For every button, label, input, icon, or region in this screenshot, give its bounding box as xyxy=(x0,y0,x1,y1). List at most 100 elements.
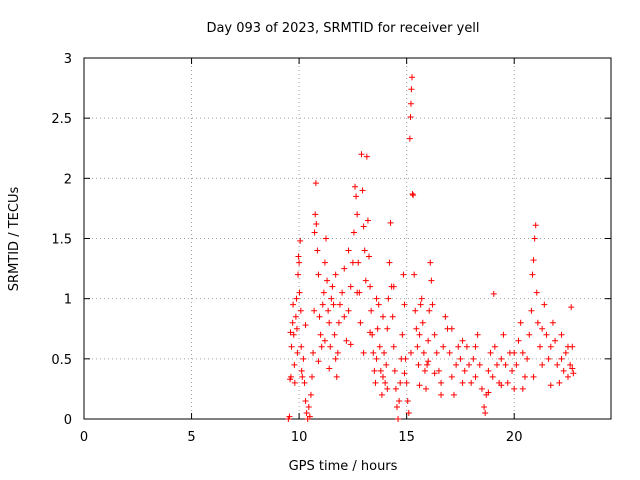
data-point xyxy=(371,367,378,374)
data-point xyxy=(562,349,569,356)
data-point xyxy=(349,259,356,266)
data-point xyxy=(291,379,298,386)
data-point xyxy=(435,367,442,374)
data-point xyxy=(440,343,447,350)
data-point xyxy=(391,367,398,374)
data-point xyxy=(399,331,406,338)
data-point xyxy=(382,379,389,386)
data-point xyxy=(427,259,434,266)
data-point xyxy=(311,307,318,314)
x-tick-label: 15 xyxy=(398,430,415,445)
data-point xyxy=(519,349,526,356)
data-point xyxy=(389,313,396,320)
data-point xyxy=(409,190,416,197)
data-point xyxy=(416,331,423,338)
data-point xyxy=(537,343,544,350)
data-point xyxy=(294,349,301,356)
data-point xyxy=(534,319,541,326)
data-point xyxy=(360,223,367,230)
data-points xyxy=(285,74,577,422)
data-point xyxy=(374,325,381,332)
data-point xyxy=(515,337,522,344)
data-point xyxy=(330,301,337,308)
data-point xyxy=(412,307,419,314)
data-point xyxy=(360,349,367,356)
data-point xyxy=(378,391,385,398)
data-point xyxy=(428,277,435,284)
data-point xyxy=(313,221,320,228)
y-tick-label: 0 xyxy=(64,413,72,428)
data-point xyxy=(367,283,374,290)
data-point xyxy=(560,367,567,374)
data-point xyxy=(500,331,507,338)
data-point xyxy=(290,331,297,338)
data-point xyxy=(339,289,346,296)
data-point xyxy=(532,222,539,229)
data-point xyxy=(549,319,556,326)
data-point xyxy=(290,301,297,308)
data-point xyxy=(446,349,453,356)
data-point xyxy=(312,180,319,187)
data-point xyxy=(416,382,423,389)
x-axis-title: GPS time / hours xyxy=(289,459,398,474)
data-point xyxy=(564,343,571,350)
data-point xyxy=(410,192,417,199)
y-tick-label: 2.5 xyxy=(51,112,72,127)
data-point xyxy=(491,343,498,350)
data-point xyxy=(556,379,563,386)
data-point xyxy=(570,370,577,377)
data-point xyxy=(419,319,426,326)
data-point xyxy=(455,343,462,350)
data-point xyxy=(513,361,520,368)
data-point xyxy=(347,283,354,290)
data-point xyxy=(453,361,460,368)
data-point xyxy=(511,349,518,356)
data-point xyxy=(358,151,365,158)
data-point xyxy=(459,337,466,344)
data-point xyxy=(302,397,309,404)
data-point xyxy=(411,271,418,278)
data-point xyxy=(288,343,295,350)
data-point xyxy=(530,373,537,380)
data-point xyxy=(568,304,575,311)
data-point xyxy=(315,271,322,278)
data-point xyxy=(359,187,366,194)
data-point xyxy=(511,385,518,392)
data-point xyxy=(408,86,415,93)
data-point xyxy=(306,413,313,420)
data-point xyxy=(298,343,305,350)
data-point xyxy=(302,322,309,329)
data-point xyxy=(363,153,370,160)
data-point xyxy=(504,379,511,386)
data-point xyxy=(529,271,536,278)
data-point xyxy=(461,367,468,374)
data-point xyxy=(423,385,430,392)
data-point xyxy=(384,385,391,392)
data-point xyxy=(392,385,399,392)
grid-lines xyxy=(84,58,611,419)
data-point xyxy=(343,337,350,344)
data-point xyxy=(526,331,533,338)
data-point xyxy=(407,349,414,356)
data-point xyxy=(331,331,338,338)
data-point xyxy=(347,341,354,348)
data-point xyxy=(554,361,561,368)
x-tick-label: 5 xyxy=(187,430,195,445)
data-point xyxy=(345,247,352,254)
data-point xyxy=(401,301,408,308)
data-point xyxy=(379,313,386,320)
data-point xyxy=(293,325,300,332)
data-point xyxy=(393,403,400,410)
data-point xyxy=(533,289,540,296)
data-point xyxy=(448,373,455,380)
data-point xyxy=(309,373,316,380)
data-point xyxy=(297,237,304,244)
data-point xyxy=(361,247,368,254)
data-point xyxy=(334,349,341,356)
data-point xyxy=(539,361,546,368)
data-point xyxy=(287,329,294,336)
data-point xyxy=(320,289,327,296)
data-point xyxy=(317,331,324,338)
data-point xyxy=(329,283,336,290)
